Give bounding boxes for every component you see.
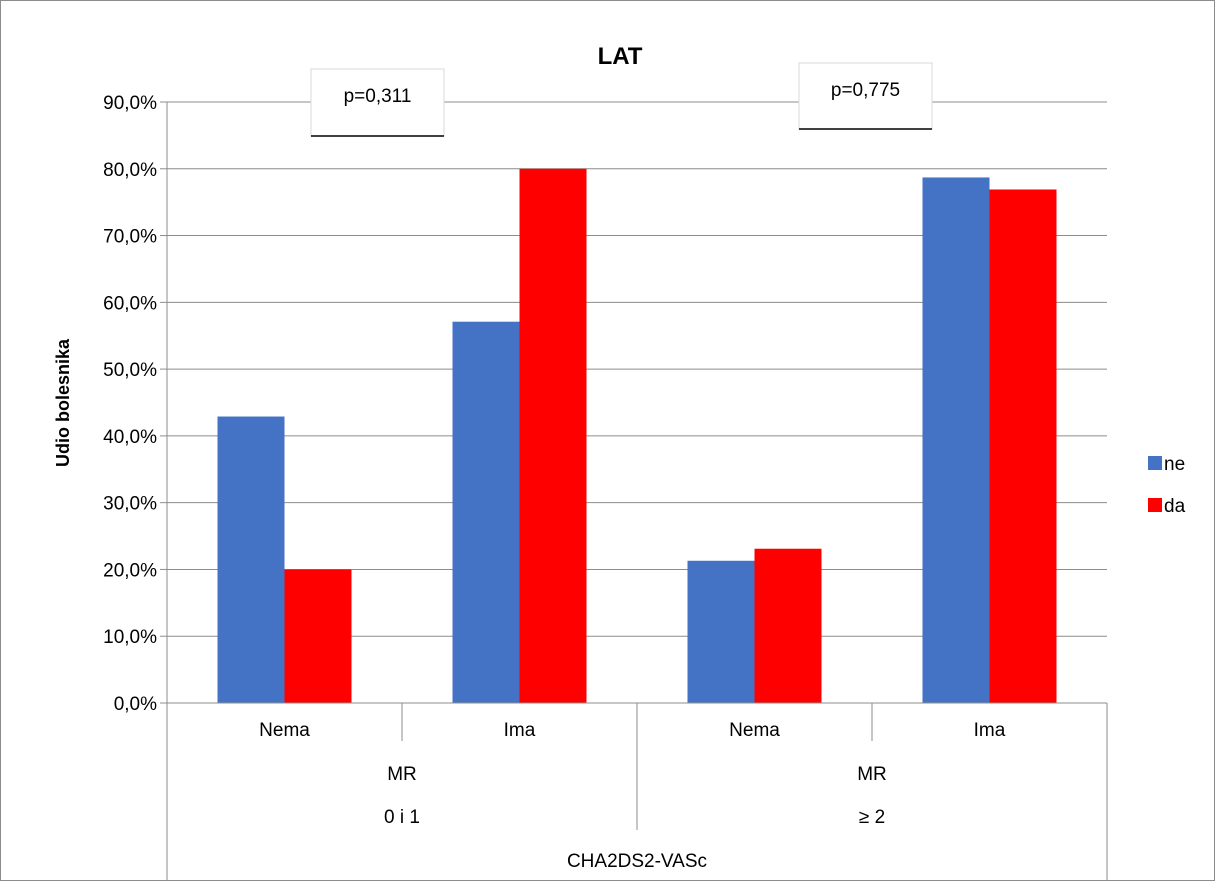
legend-label: da — [1164, 496, 1186, 517]
bar — [922, 177, 990, 704]
annotations: p=0,311 p=0,775 — [310, 62, 933, 137]
x-tick-label: Nema — [259, 720, 310, 741]
y-axis-label: Udio bolesnika — [53, 338, 73, 467]
bar — [989, 189, 1057, 703]
y-axis-ticks: 0,0% 10,0% 20,0% 30,0% 40,0% 50,0% 60,0% 70,0% 8… — [103, 93, 167, 715]
group-score-label: 0 i 1 — [384, 807, 420, 828]
x-tick-label: Ima — [974, 720, 1006, 741]
legend: ne da — [1148, 454, 1186, 517]
bar — [452, 321, 520, 703]
y-tick-label: 40,0% — [103, 427, 157, 448]
x-tick-label: Ima — [504, 720, 536, 741]
y-tick-label: 70,0% — [103, 227, 157, 248]
legend-swatch — [1148, 456, 1162, 470]
x-tick-label: Nema — [729, 720, 780, 741]
y-tick-label: 60,0% — [103, 293, 157, 314]
y-tick-label: 20,0% — [103, 560, 157, 581]
group-mr-label: MR — [857, 764, 887, 785]
y-tick-label: 0,0% — [114, 694, 157, 715]
bar — [217, 416, 285, 703]
bar — [687, 560, 755, 703]
y-tick-label: 50,0% — [103, 360, 157, 381]
annotation-box — [798, 62, 933, 130]
chart-title: LAT — [598, 43, 643, 70]
bars — [217, 168, 1057, 704]
y-tick-label: 30,0% — [103, 494, 157, 515]
p-value-label: p=0,775 — [831, 80, 900, 101]
y-tick-label: 90,0% — [103, 93, 157, 114]
p-value-label: p=0,311 — [344, 86, 412, 107]
group-mr-label: MR — [387, 764, 417, 785]
x-axis: Nema Ima Nema Ima MR 0 i 1 MR ≥ 2 CHA2DS2-VASc — [166, 102, 1108, 880]
y-tick-label: 10,0% — [103, 627, 157, 648]
legend-swatch — [1148, 498, 1162, 512]
group-score-label: ≥ 2 — [859, 807, 885, 828]
bar — [519, 168, 587, 703]
bar — [754, 548, 822, 703]
y-tick-label: 80,0% — [103, 160, 157, 181]
bar — [284, 569, 352, 703]
x-axis-label: CHA2DS2-VASc — [567, 851, 707, 872]
legend-label: ne — [1164, 454, 1185, 475]
